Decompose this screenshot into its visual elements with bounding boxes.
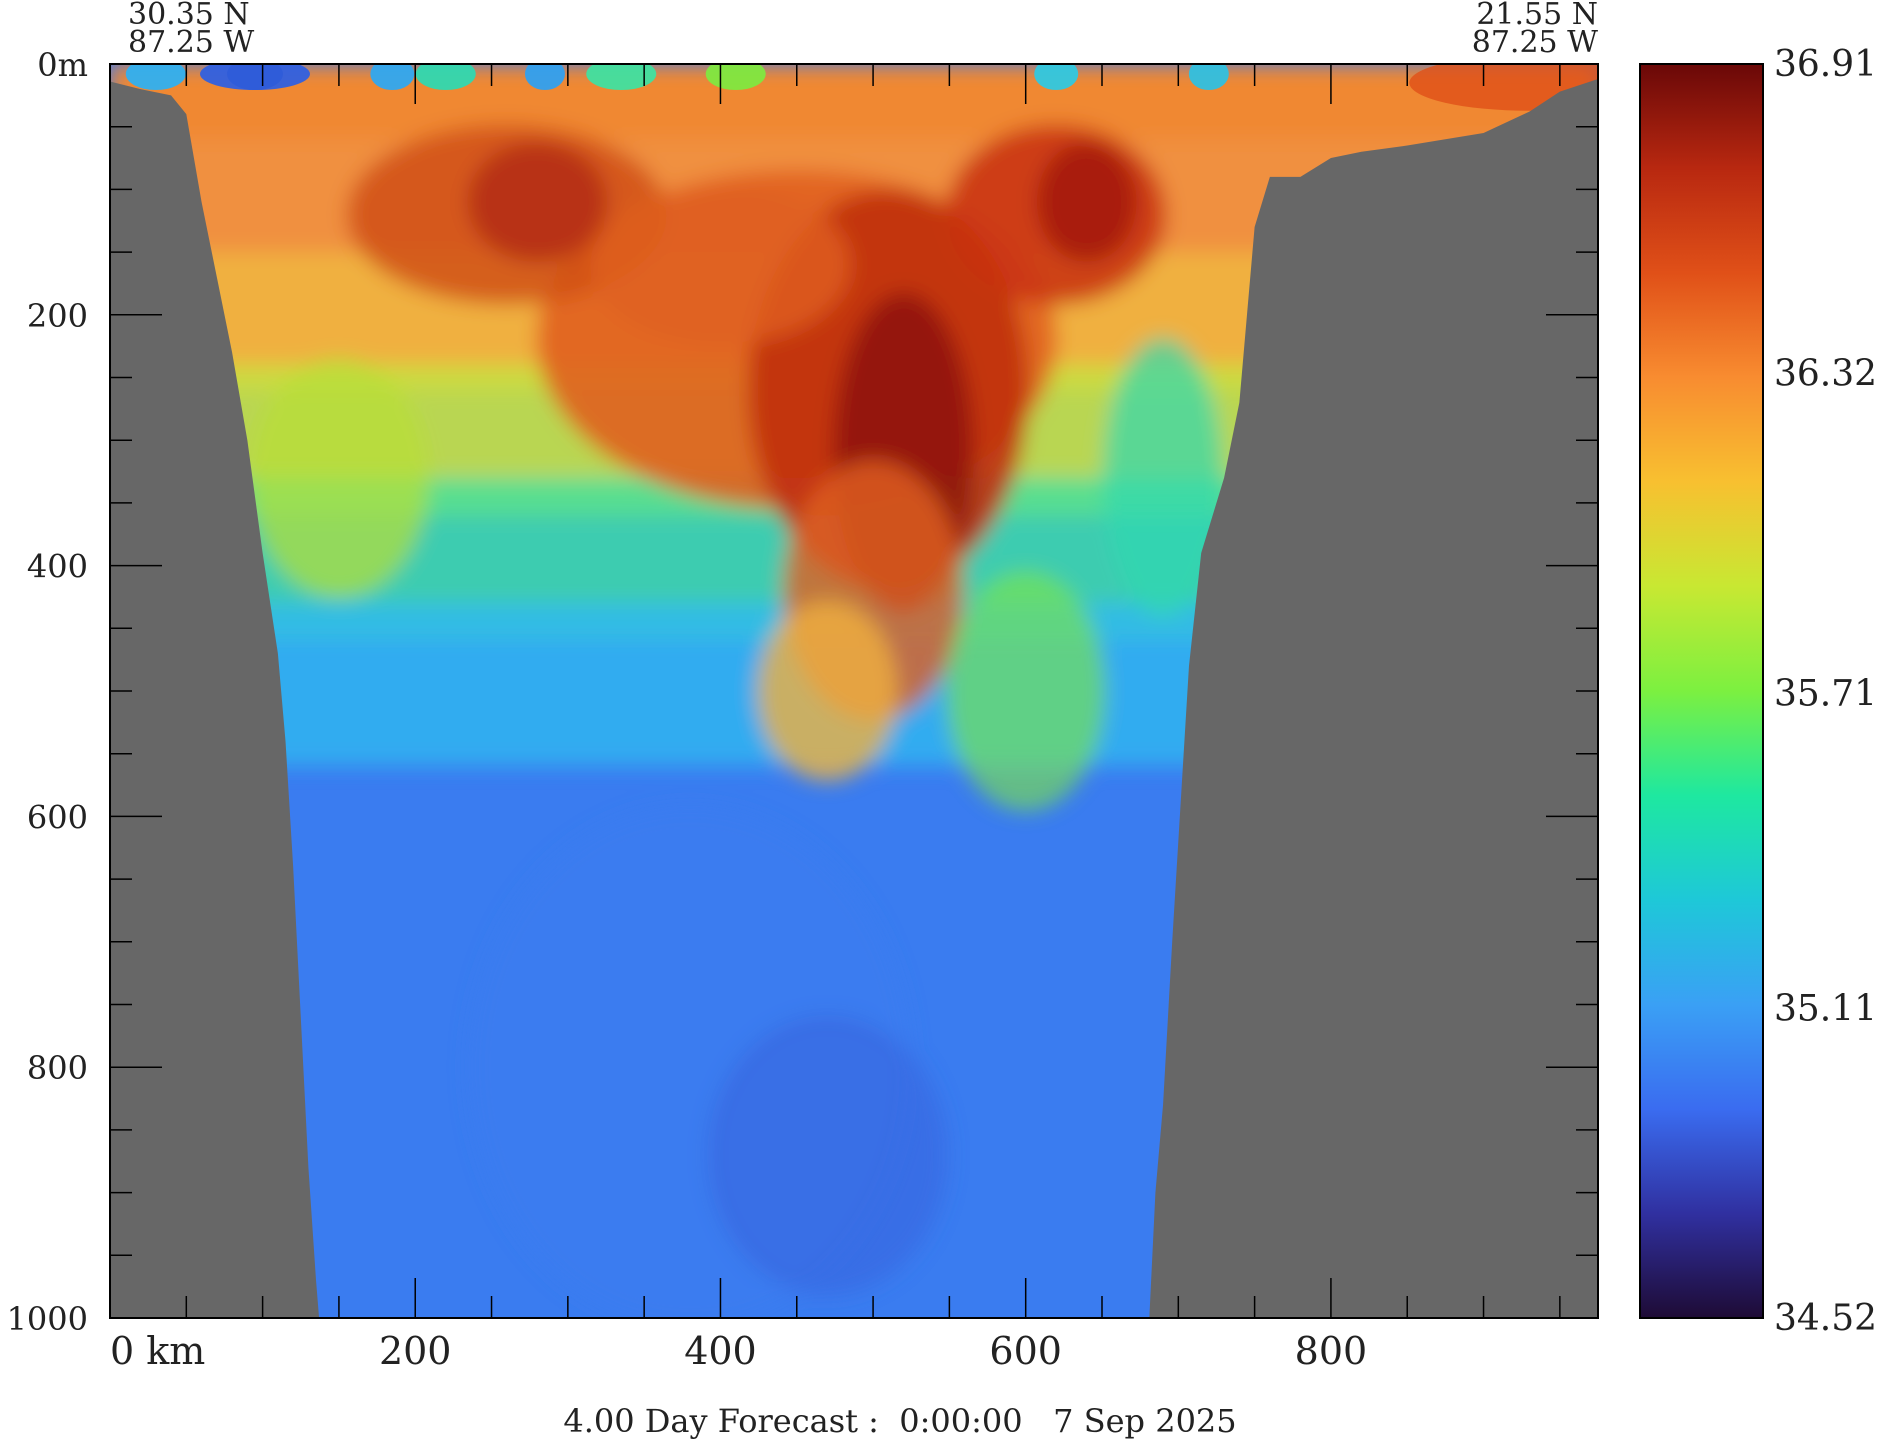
- colorbar: 36.91 36.32 35.71 35.11 34.52: [1639, 44, 1877, 1339]
- y-tick-label: 200: [27, 297, 88, 335]
- y-axis-tick-labels: 0m 200 400 600 800 1000: [7, 46, 88, 1338]
- colorbar-gradient: [1639, 63, 1764, 1319]
- colorbar-tick-labels: 36.91 36.32 35.71 35.11 34.52: [1774, 44, 1877, 1339]
- x-tick-label: 600: [989, 1329, 1062, 1373]
- plot-area: [109, 63, 1599, 1319]
- axis-ticks: [110, 64, 1598, 1318]
- x-tick-label: 400: [684, 1329, 757, 1373]
- right-land-mask: [1149, 79, 1598, 1319]
- colorbar-tick-label: 35.11: [1774, 988, 1877, 1029]
- y-tick-label: 600: [27, 798, 88, 836]
- start-lat: 30.35 N: [128, 0, 250, 32]
- start-point-label: 30.35 N 87.25 W: [128, 0, 254, 60]
- colorbar-tick-label: 36.32: [1774, 354, 1877, 395]
- end-lat: 21.55 N: [1476, 0, 1598, 32]
- colorbar-tick-label: 36.91: [1774, 44, 1877, 85]
- x-axis-tick-labels: 0 km 200 400 600 800: [110, 1329, 1367, 1373]
- colorbar-tick-label: 35.71: [1774, 674, 1877, 715]
- x-tick-label: 200: [379, 1329, 452, 1373]
- chart-title: 4.00 Day Forecast : 0:00:00 7 Sep 2025: [563, 1402, 1236, 1440]
- y-tick-label: 1000: [7, 1300, 88, 1338]
- start-lon: 87.25 W: [128, 25, 254, 60]
- end-lon: 87.25 W: [1472, 25, 1598, 60]
- y-tick-label: 800: [27, 1049, 88, 1087]
- x-tick-label: 800: [1295, 1329, 1368, 1373]
- end-point-label: 21.55 N 87.25 W: [1472, 0, 1598, 60]
- y-tick-label: 400: [27, 548, 88, 586]
- y-tick-label: 0m: [37, 46, 88, 84]
- left-land-mask: [110, 64, 320, 1318]
- colorbar-tick-label: 34.52: [1774, 1298, 1877, 1339]
- x-tick-label: 0 km: [110, 1329, 205, 1373]
